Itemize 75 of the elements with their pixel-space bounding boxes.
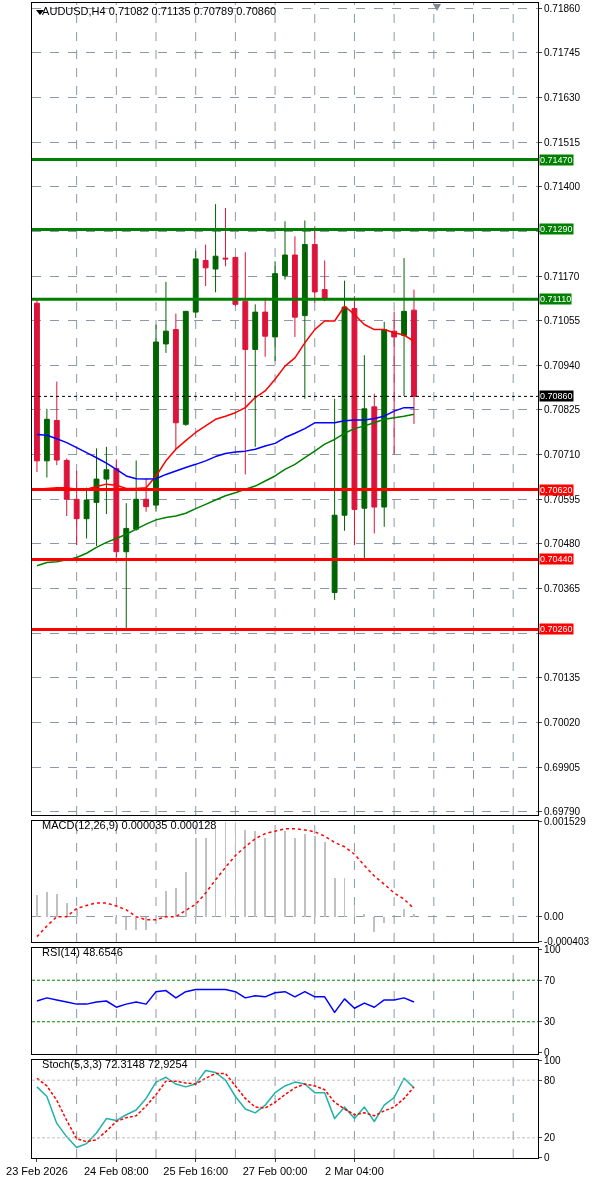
x-tick-label: 24 Feb 08:00 xyxy=(83,1165,149,1178)
y-tick-label: 0.71170 xyxy=(544,270,580,282)
candlestick xyxy=(133,459,140,532)
candlestick xyxy=(103,446,110,515)
candlestick xyxy=(222,207,229,267)
chart-title: Stoch(5,3,3) 72.3148 72,9254 xyxy=(42,1058,188,1071)
y-tick-label: 70 xyxy=(544,974,556,986)
candlestick xyxy=(192,250,199,319)
y-tick-label: 0.70710 xyxy=(544,449,581,461)
candlestick xyxy=(331,398,338,601)
y-tick-label: 0 xyxy=(544,1151,550,1163)
candlestick xyxy=(371,393,378,534)
candlestick xyxy=(401,257,407,397)
x-tick-label: 25 Feb 16:00 xyxy=(163,1165,229,1178)
candlestick xyxy=(172,313,179,450)
x-tick-label: 27 Feb 00:00 xyxy=(242,1165,308,1178)
candlestick xyxy=(252,303,259,448)
candlestick xyxy=(291,235,298,338)
ref-line-label: 0.71290 xyxy=(540,224,573,234)
y-tick-label: 0.001529 xyxy=(544,815,587,827)
line-series xyxy=(36,413,415,567)
candlestick xyxy=(232,256,239,307)
y-tick-label: 0.70595 xyxy=(544,493,581,505)
ref-line-label: 0.71470 xyxy=(540,155,573,165)
y-tick-label: 0.69905 xyxy=(544,761,581,773)
candlestick xyxy=(163,281,169,354)
candlestick xyxy=(43,408,50,479)
y-tick-label: 0.71515 xyxy=(544,136,581,148)
ref-line-label: 0.70860 xyxy=(540,391,573,401)
ref-line-label: 0.70440 xyxy=(540,554,573,564)
y-tick-label: 0.00 xyxy=(544,911,564,923)
candlestick xyxy=(53,381,60,466)
candlestick xyxy=(143,478,150,513)
y-tick-label: 30 xyxy=(544,1016,556,1028)
candlestick xyxy=(381,321,388,528)
chart-title: RSI(14) 48.6546 xyxy=(42,946,123,959)
y-tick-label: 0.70020 xyxy=(544,717,581,729)
ref-line-label: 0.71110 xyxy=(540,294,572,304)
candlestick xyxy=(63,458,70,517)
y-tick-label: 0.70135 xyxy=(544,672,581,684)
candlestick xyxy=(311,225,318,304)
y-tick-label: 0.70480 xyxy=(544,538,581,550)
candlestick xyxy=(73,470,80,546)
candlestick xyxy=(212,203,219,293)
y-tick-label: 0.70365 xyxy=(544,583,581,595)
y-tick-label: 0.71400 xyxy=(544,181,581,193)
y-tick-label: 0.71630 xyxy=(544,91,581,103)
x-tick-label: 2 Mar 04:00 xyxy=(325,1165,384,1178)
candlestick xyxy=(34,298,40,473)
y-tick-label: 0.69790 xyxy=(544,806,581,818)
chart-title: MACD(12,26,9) 0.000035 0.000128 xyxy=(42,819,217,832)
y-tick-label: 80 xyxy=(544,1074,556,1086)
ref-line-label: 0.70260 xyxy=(540,624,573,634)
candlestick xyxy=(182,310,189,427)
candlestick xyxy=(411,289,417,425)
y-tick-label: 20 xyxy=(544,1132,556,1144)
candlestick xyxy=(282,220,288,280)
x-tick-label: 23 Feb 2026 xyxy=(6,1165,68,1178)
y-tick-label: 0.70940 xyxy=(544,359,581,371)
candlestick xyxy=(242,251,249,475)
candlestick xyxy=(391,311,398,455)
candlestick xyxy=(202,244,209,287)
candlestick xyxy=(272,260,279,362)
candlestick xyxy=(351,295,358,546)
chart-title: AUDUSD,H4 0.71082 0.71135 0.70789 0.70860 xyxy=(42,4,277,17)
candlestick xyxy=(301,219,308,400)
line-series xyxy=(36,988,415,1014)
y-tick-label: 0.70825 xyxy=(544,404,581,416)
candlestick xyxy=(361,354,368,559)
ref-line-label: 0.70620 xyxy=(540,485,573,495)
y-tick-label: 0.71860 xyxy=(544,2,581,14)
candlestick xyxy=(341,280,348,532)
line-series xyxy=(36,406,415,480)
y-tick-label: 0.71745 xyxy=(544,47,581,59)
y-tick-label: 0.71055 xyxy=(544,315,581,327)
